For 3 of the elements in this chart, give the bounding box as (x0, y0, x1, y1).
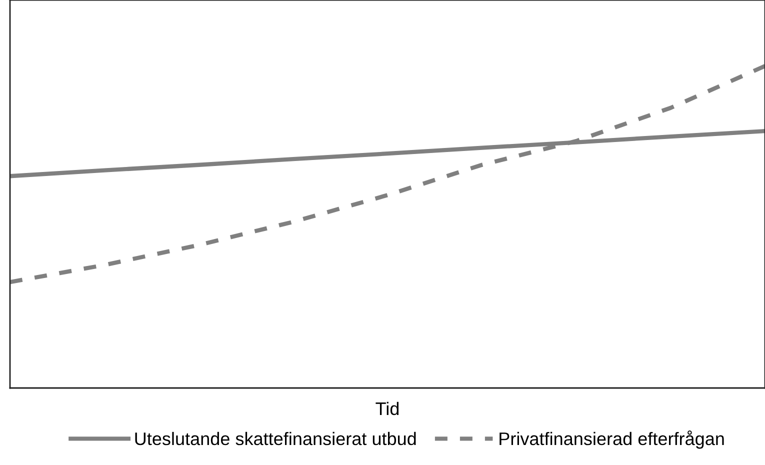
x-axis-title: Tid (376, 402, 399, 416)
legend-label: Privatfinansierad efterfrågan (500, 430, 724, 449)
legend-label: Uteslutande skattefinansierat utbud (135, 432, 416, 446)
